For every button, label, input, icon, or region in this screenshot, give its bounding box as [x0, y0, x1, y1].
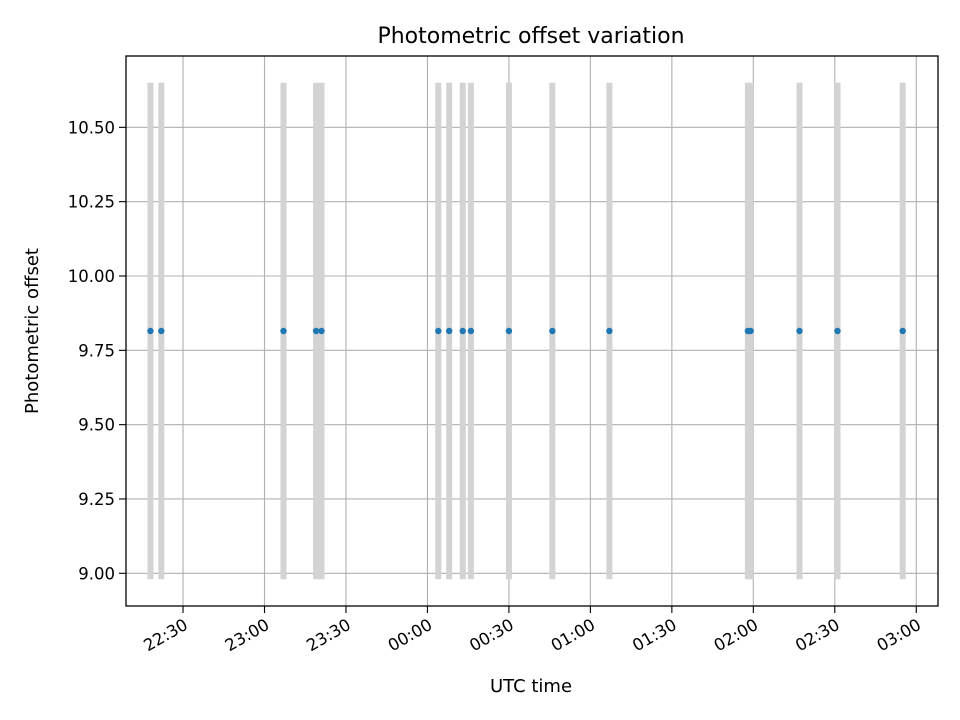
- data-point: [435, 327, 442, 335]
- x-axis-label: UTC time: [490, 676, 572, 697]
- data-point: [549, 327, 556, 335]
- y-tick-label: 10.25: [68, 193, 115, 212]
- data-point: [834, 327, 841, 335]
- data-point: [606, 327, 613, 335]
- data-point: [899, 327, 906, 335]
- data-point: [459, 327, 466, 335]
- y-tick-label: 9.50: [78, 416, 115, 435]
- chart-title: Photometric offset variation: [377, 24, 684, 49]
- data-point: [158, 327, 165, 335]
- y-tick-label: 9.25: [78, 490, 115, 509]
- y-axis-label: Photometric offset: [22, 248, 43, 414]
- y-tick-label: 10.50: [68, 118, 115, 137]
- data-point: [280, 327, 287, 335]
- data-point: [467, 327, 475, 335]
- data-point: [505, 327, 513, 335]
- data-point: [747, 327, 754, 335]
- data-point: [147, 327, 154, 335]
- grid-lines: [126, 56, 938, 606]
- y-tick-label: 9.00: [78, 564, 115, 583]
- plot-frame: [125, 55, 939, 607]
- y-tick-label: 10.00: [68, 267, 115, 286]
- y-tick-label: 9.75: [78, 341, 115, 360]
- y-axis-ticks: 9.00 9.25 9.50 9.75 10.00 10.25 10.50: [68, 118, 126, 583]
- data-point: [318, 327, 325, 335]
- data-points: [147, 327, 906, 335]
- data-point: [312, 327, 320, 335]
- data-point: [796, 327, 803, 335]
- data-point: [445, 327, 453, 335]
